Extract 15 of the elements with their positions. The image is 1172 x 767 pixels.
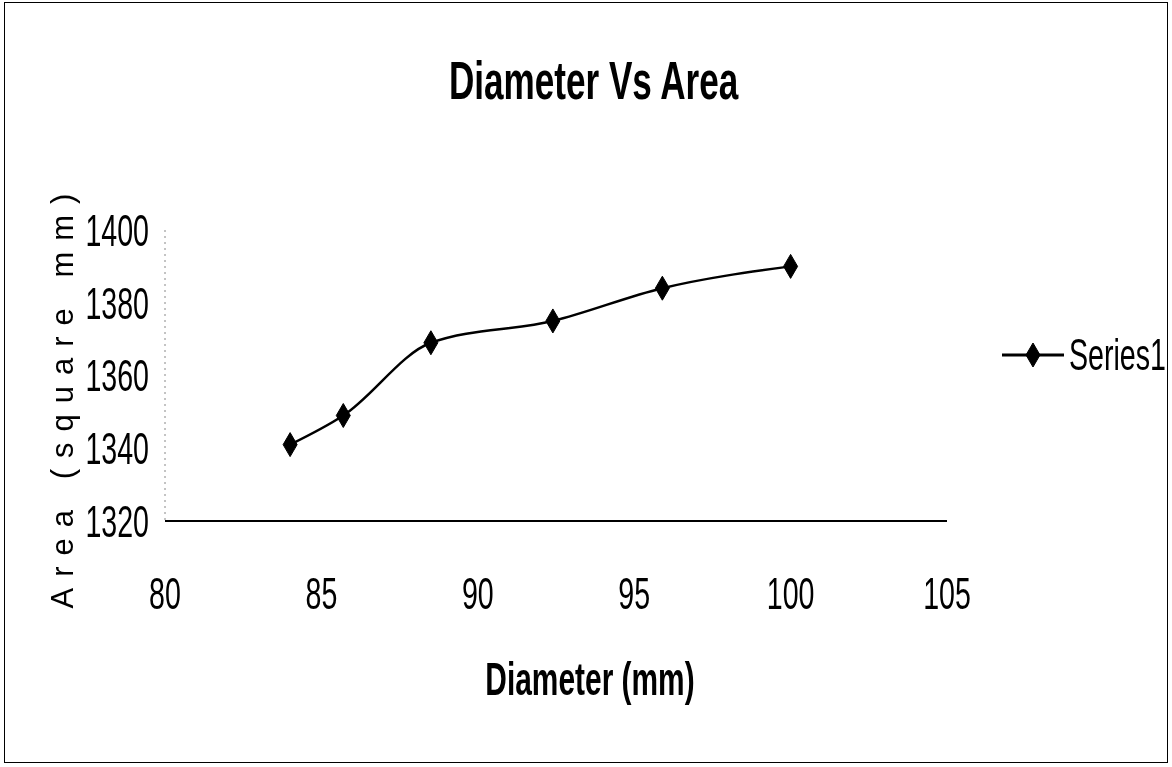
x-tick-label: 100: [766, 568, 815, 619]
x-tick-label: 80: [149, 568, 181, 619]
x-tick-label: 95: [618, 568, 651, 619]
y-tick-label: 1340: [85, 423, 149, 474]
x-tick-label: 105: [923, 568, 971, 619]
chart-title: Diameter Vs Area: [449, 50, 739, 110]
y-tick-label: 1380: [85, 278, 149, 329]
y-tick-label: 1320: [85, 496, 149, 547]
x-axis-title: Diameter (mm): [485, 653, 695, 705]
x-tick-label: 85: [305, 568, 338, 619]
y-tick-label: 1360: [85, 351, 149, 401]
y-tick-label: 1400: [85, 205, 149, 256]
legend-label: Series1: [1069, 330, 1166, 379]
y-axis-title: Area (square mm): [45, 182, 80, 609]
x-tick-label: 90: [461, 568, 494, 619]
